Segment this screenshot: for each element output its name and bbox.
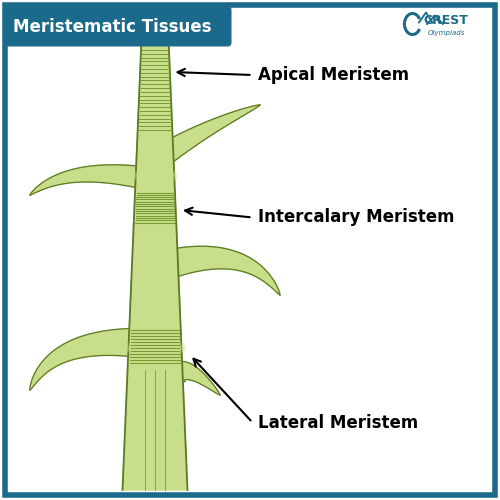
Text: Lateral Meristem: Lateral Meristem (258, 414, 418, 432)
Polygon shape (30, 328, 132, 390)
Polygon shape (124, 346, 186, 350)
Text: CREST: CREST (424, 14, 469, 26)
Polygon shape (134, 176, 176, 180)
Text: Intercalary Meristem: Intercalary Meristem (258, 208, 454, 226)
Text: Apical Meristem: Apical Meristem (258, 66, 408, 84)
Polygon shape (162, 105, 260, 162)
Polygon shape (30, 165, 143, 195)
Polygon shape (124, 348, 186, 352)
FancyBboxPatch shape (4, 6, 232, 46)
Polygon shape (173, 362, 220, 395)
Polygon shape (134, 173, 176, 177)
Polygon shape (124, 343, 186, 347)
Polygon shape (134, 170, 176, 174)
Polygon shape (122, 45, 188, 490)
Text: Meristematic Tissues: Meristematic Tissues (13, 18, 212, 36)
Polygon shape (142, 26, 169, 45)
Text: Olympiads: Olympiads (428, 30, 465, 36)
FancyBboxPatch shape (5, 5, 495, 495)
Polygon shape (173, 246, 280, 295)
